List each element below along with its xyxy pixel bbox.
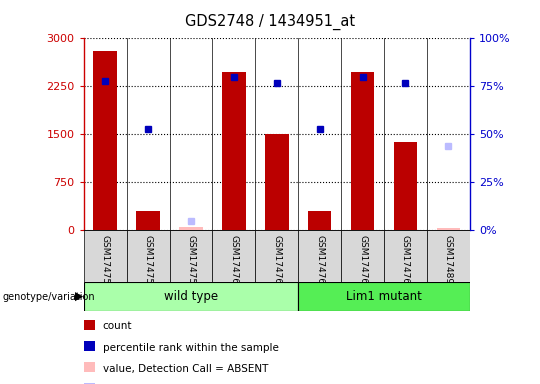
Bar — [136, 210, 160, 230]
Text: GSM174759: GSM174759 — [186, 235, 195, 290]
Bar — [93, 51, 117, 230]
Bar — [84, 230, 126, 282]
Text: GSM174757: GSM174757 — [100, 235, 110, 290]
Text: GDS2748 / 1434951_at: GDS2748 / 1434951_at — [185, 13, 355, 30]
Bar — [351, 72, 374, 230]
Polygon shape — [75, 292, 83, 301]
Bar — [298, 282, 470, 311]
Text: GSM174758: GSM174758 — [144, 235, 153, 290]
Text: GSM174764: GSM174764 — [401, 235, 410, 289]
Bar — [255, 230, 298, 282]
Bar — [84, 383, 95, 384]
Text: genotype/variation: genotype/variation — [3, 291, 96, 302]
Bar — [308, 210, 332, 230]
Text: GSM174762: GSM174762 — [315, 235, 324, 289]
Text: Lim1 mutant: Lim1 mutant — [346, 290, 422, 303]
Text: wild type: wild type — [164, 290, 218, 303]
Bar — [84, 320, 95, 330]
Bar — [265, 134, 288, 230]
Bar — [84, 341, 95, 351]
Bar — [212, 230, 255, 282]
Text: GSM174761: GSM174761 — [272, 235, 281, 290]
Text: value, Detection Call = ABSENT: value, Detection Call = ABSENT — [103, 364, 268, 374]
Bar — [427, 230, 470, 282]
Bar — [126, 230, 170, 282]
Bar — [179, 227, 202, 230]
Bar — [222, 72, 246, 230]
Bar — [341, 230, 384, 282]
Text: GSM174763: GSM174763 — [358, 235, 367, 290]
Bar — [170, 230, 212, 282]
Bar — [84, 362, 95, 372]
Bar — [84, 282, 298, 311]
Text: GSM174760: GSM174760 — [230, 235, 238, 290]
Bar — [298, 230, 341, 282]
Text: GSM174891: GSM174891 — [444, 235, 453, 290]
Bar — [436, 228, 460, 230]
Bar — [384, 230, 427, 282]
Bar — [394, 142, 417, 230]
Text: count: count — [103, 321, 132, 331]
Text: percentile rank within the sample: percentile rank within the sample — [103, 343, 279, 353]
